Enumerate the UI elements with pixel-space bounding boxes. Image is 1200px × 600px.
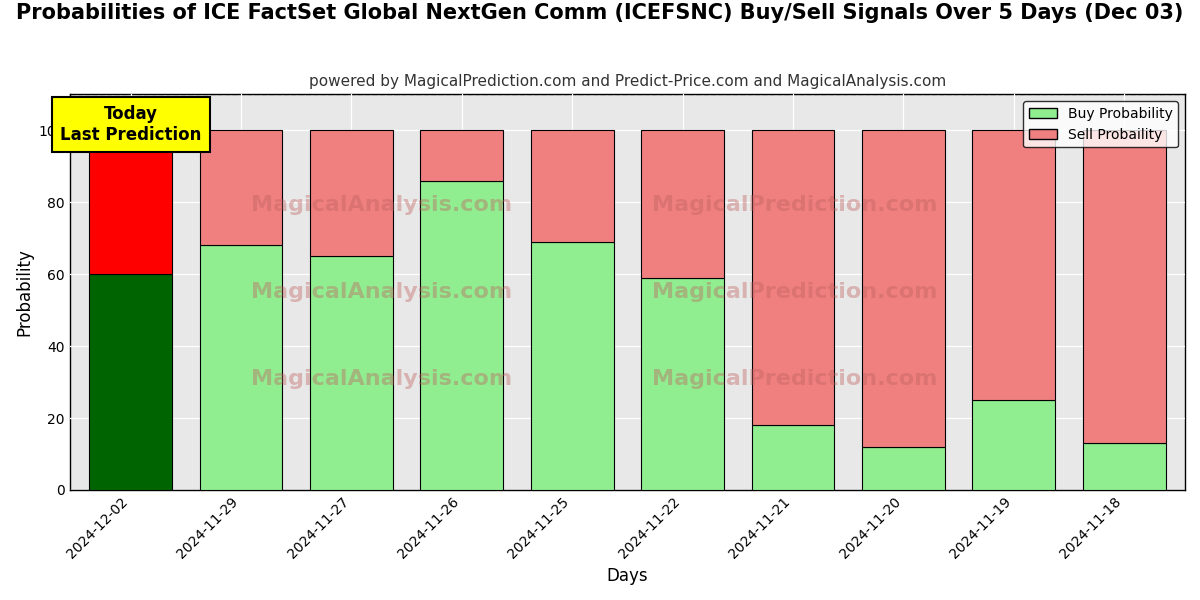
Bar [751,425,834,490]
X-axis label: Days: Days [606,567,648,585]
Bar [420,130,503,181]
Bar [862,130,944,447]
Text: MagicalPrediction.com: MagicalPrediction.com [652,195,937,215]
Bar [1082,443,1165,490]
Bar [89,274,172,490]
Text: MagicalAnalysis.com: MagicalAnalysis.com [252,195,512,215]
Bar [862,447,944,490]
Bar [641,278,724,490]
Bar [530,130,613,242]
Bar [89,130,172,274]
Bar [972,400,1055,490]
Text: MagicalPrediction.com: MagicalPrediction.com [652,282,937,302]
Bar [310,256,392,490]
Text: MagicalPrediction.com: MagicalPrediction.com [652,369,937,389]
Bar [530,242,613,490]
Bar [641,130,724,278]
Text: MagicalAnalysis.com: MagicalAnalysis.com [252,282,512,302]
Bar [751,130,834,425]
Bar [420,181,503,490]
Title: powered by MagicalPrediction.com and Predict-Price.com and MagicalAnalysis.com: powered by MagicalPrediction.com and Pre… [308,74,946,89]
Bar [199,130,282,245]
Text: Today
Last Prediction: Today Last Prediction [60,105,202,144]
Bar [1082,130,1165,443]
Bar [310,130,392,256]
Bar [199,245,282,490]
Text: MagicalAnalysis.com: MagicalAnalysis.com [252,369,512,389]
Y-axis label: Probability: Probability [14,248,34,336]
Text: Probabilities of ICE FactSet Global NextGen Comm (ICEFSNC) Buy/Sell Signals Over: Probabilities of ICE FactSet Global Next… [17,3,1183,23]
Bar [972,130,1055,400]
Legend: Buy Probability, Sell Probaility: Buy Probability, Sell Probaility [1024,101,1178,148]
